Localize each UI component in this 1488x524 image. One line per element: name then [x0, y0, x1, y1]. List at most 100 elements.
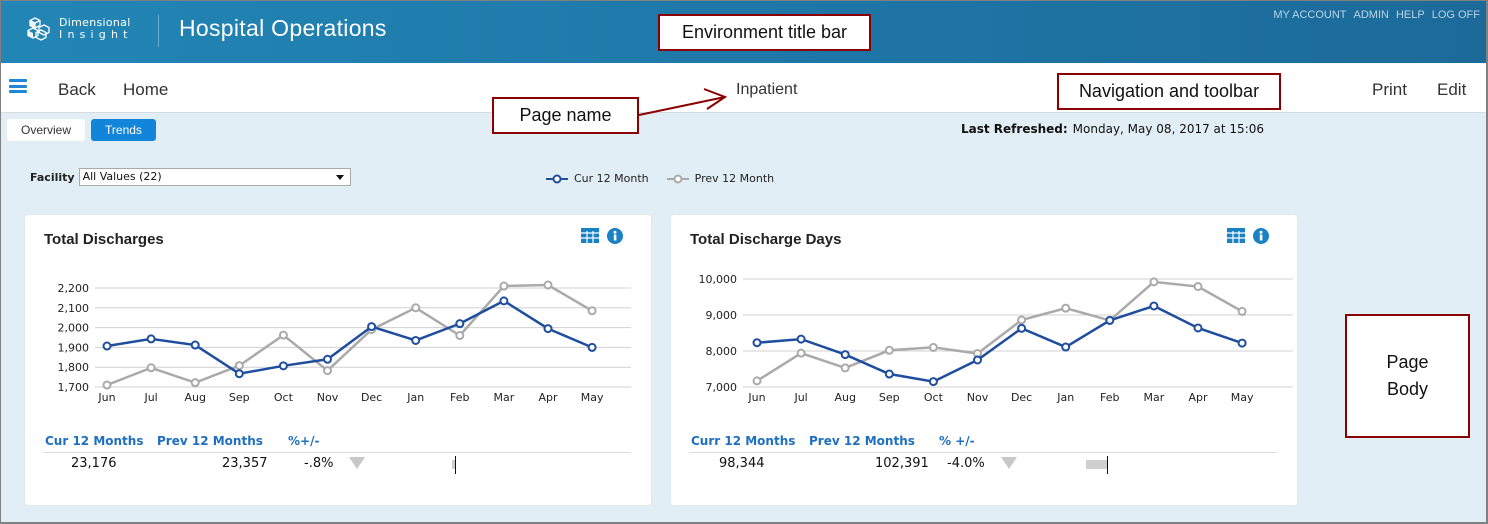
tab-trends[interactable]: Trends — [91, 119, 156, 141]
facility-select[interactable]: All Values (22) — [78, 168, 351, 186]
table-grid-icon[interactable] — [1227, 228, 1245, 244]
stats-header-cur: Cur 12 Months — [45, 434, 144, 448]
hamburger-menu-icon[interactable] — [9, 79, 27, 93]
svg-text:1,700: 1,700 — [58, 381, 90, 394]
svg-text:Jun: Jun — [97, 391, 115, 404]
facility-filter: Facility All Values (22) — [30, 168, 351, 186]
last-refreshed-label: Last Refreshed: — [961, 122, 1068, 136]
change-bar-axis — [1107, 456, 1108, 474]
facility-label: Facility — [30, 170, 75, 184]
svg-text:Oct: Oct — [274, 391, 294, 404]
annotation-page-body: Page Body — [1345, 314, 1470, 438]
svg-text:Nov: Nov — [317, 391, 339, 404]
stats-header-prev: Prev 12 Months — [157, 434, 263, 448]
svg-text:May: May — [581, 391, 604, 404]
svg-text:Nov: Nov — [967, 391, 989, 404]
brand-name-line1: Dimensional — [59, 16, 131, 29]
app-title: Hospital Operations — [179, 15, 387, 41]
annotation-environment-title-bar: Environment title bar — [658, 14, 871, 51]
previous-series-marker-icon — [666, 174, 689, 183]
stats-header: Cur 12 Months Prev 12 Months %+/- — [45, 434, 319, 448]
svg-text:Mar: Mar — [1144, 391, 1165, 404]
legend-previous-label: Prev 12 Month — [694, 172, 775, 185]
svg-text:Feb: Feb — [1100, 391, 1119, 404]
svg-text:May: May — [1231, 391, 1254, 404]
change-bar-axis — [455, 456, 456, 474]
stats-divider — [43, 452, 631, 453]
svg-text:Apr: Apr — [1188, 391, 1208, 404]
card-title: Total Discharges — [44, 231, 164, 248]
svg-text:9,000: 9,000 — [706, 309, 738, 322]
stats-row: 23,176 23,357 -.8% — [43, 456, 643, 474]
svg-text:Jan: Jan — [1056, 391, 1074, 404]
title-divider — [158, 15, 159, 47]
legend-item-previous[interactable]: Prev 12 Month — [666, 172, 775, 185]
annotation-page-body-line2: Body — [1386, 379, 1429, 399]
svg-text:2,100: 2,100 — [58, 302, 90, 315]
edit-button[interactable]: Edit — [1437, 80, 1467, 99]
svg-text:10,000: 10,000 — [699, 273, 738, 286]
back-button[interactable]: Back — [58, 80, 96, 99]
svg-text:2,200: 2,200 — [58, 282, 90, 295]
svg-text:Mar: Mar — [494, 391, 515, 404]
svg-text:Jul: Jul — [793, 391, 807, 404]
table-grid-icon[interactable] — [581, 228, 599, 244]
annotation-arrow-icon — [638, 88, 728, 116]
admin-link[interactable]: ADMIN — [1353, 9, 1389, 21]
svg-text:Dec: Dec — [1011, 391, 1032, 404]
stats-row: 98,344 102,391 -4.0% — [689, 456, 1289, 474]
my-account-link[interactable]: MY ACCOUNT — [1273, 9, 1347, 21]
svg-text:Apr: Apr — [538, 391, 558, 404]
chevron-down-icon — [335, 175, 344, 180]
annotation-page-name: Page name — [492, 97, 639, 134]
home-button[interactable]: Home — [123, 80, 169, 99]
prev-total-value: 102,391 — [875, 456, 929, 471]
brand-name-line2: Insight — [59, 28, 133, 41]
svg-text:1,800: 1,800 — [58, 361, 90, 374]
svg-text:Jan: Jan — [406, 391, 424, 404]
svg-text:Sep: Sep — [229, 391, 250, 404]
legend-current-label: Cur 12 Month — [574, 172, 649, 185]
down-triangle-icon — [1001, 457, 1017, 469]
tab-overview[interactable]: Overview — [7, 119, 86, 141]
stats-header-prev: Prev 12 Months — [809, 434, 915, 448]
stats-header-cur: Curr 12 Months — [691, 434, 796, 448]
svg-text:2,000: 2,000 — [58, 322, 90, 335]
svg-text:Dec: Dec — [361, 391, 382, 404]
svg-text:Sep: Sep — [879, 391, 900, 404]
prev-total-value: 23,357 — [222, 456, 268, 471]
current-series-marker-icon — [546, 174, 568, 183]
svg-text:8,000: 8,000 — [706, 345, 738, 358]
svg-text:Feb: Feb — [450, 391, 469, 404]
account-links: MY ACCOUNT ADMIN HELP LOG OFF — [1273, 9, 1480, 21]
cur-total-value: 98,344 — [719, 456, 765, 471]
pct-change-value: -4.0% — [947, 456, 985, 471]
chart-total-discharges: 1,700 1,800 1,900 2,000 2,100 2,200 Jun Jul Aug S… — [58, 280, 631, 404]
print-button[interactable]: Print — [1372, 80, 1407, 99]
last-refreshed-value: Monday, May 08, 2017 at 15:06 — [1072, 122, 1265, 136]
svg-text:1,900: 1,900 — [58, 341, 90, 354]
change-bar — [1086, 460, 1107, 469]
pct-change-value: -.8% — [304, 456, 334, 471]
svg-text:Aug: Aug — [834, 391, 855, 404]
page-name: Inpatient — [736, 81, 798, 98]
stats-header-pct: % +/- — [939, 434, 975, 448]
svg-text:Jun: Jun — [747, 391, 765, 404]
annotation-page-body-line1: Page — [1386, 352, 1429, 372]
stats-divider — [689, 452, 1277, 453]
down-triangle-icon — [349, 457, 365, 469]
chart-total-discharge-days: 7,000 8,000 9,000 10,000 Jun Jul Aug Sep Oct Nov D… — [699, 273, 1293, 404]
info-icon[interactable] — [1253, 228, 1269, 244]
change-bar — [452, 460, 455, 469]
svg-text:Aug: Aug — [184, 391, 205, 404]
brand-logo[interactable]: Dimensional Insight — [27, 16, 133, 42]
help-link[interactable]: HELP — [1395, 9, 1425, 21]
legend-item-current[interactable]: Cur 12 Month — [546, 172, 649, 185]
cubes-logo-icon — [27, 17, 50, 41]
card-title: Total Discharge Days — [690, 231, 842, 248]
info-icon[interactable] — [607, 228, 623, 244]
log-off-link[interactable]: LOG OFF — [1431, 9, 1480, 21]
facility-select-value: All Values (22) — [82, 170, 162, 183]
stats-header-pct: %+/- — [288, 434, 320, 448]
